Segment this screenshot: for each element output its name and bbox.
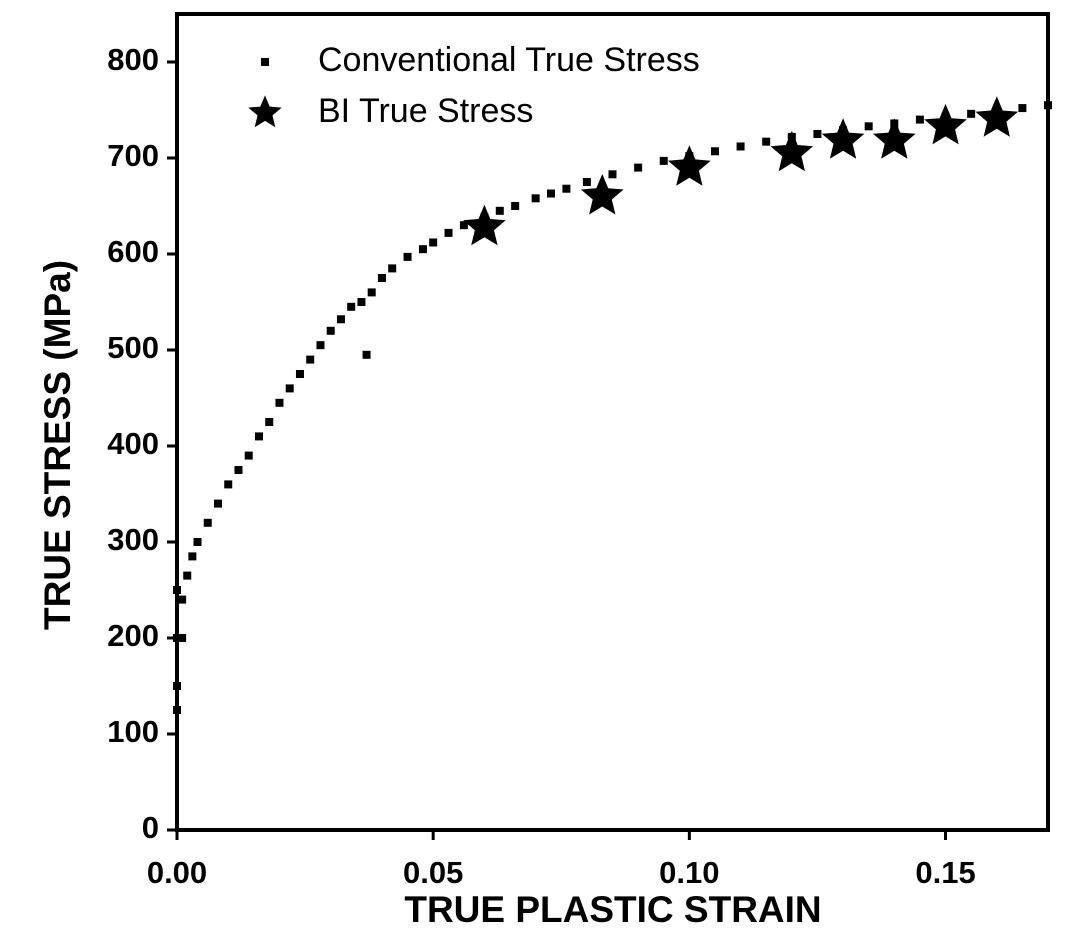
square-marker (213, 499, 222, 508)
square-marker (736, 142, 745, 151)
square-marker (813, 130, 822, 138)
square-marker (459, 221, 468, 230)
square-marker (531, 194, 540, 203)
square-marker (582, 178, 591, 186)
square-marker (347, 302, 356, 311)
square-marker (265, 418, 274, 426)
square-marker (562, 184, 571, 193)
legend-label: BI True Stress (318, 92, 533, 130)
square-marker (659, 156, 668, 165)
square-marker (285, 384, 294, 393)
x-tick-label: 0.00 (147, 855, 207, 890)
y-tick-label: 400 (107, 426, 159, 461)
square-marker (762, 137, 771, 146)
star-marker (248, 95, 282, 128)
square-marker (429, 238, 438, 247)
square-marker (418, 245, 427, 254)
star-marker (873, 118, 916, 159)
square-marker (173, 706, 181, 714)
square-marker (547, 189, 556, 198)
square-marker (234, 466, 243, 474)
star-marker (975, 96, 1019, 137)
square-marker (377, 274, 386, 282)
square-marker (444, 228, 453, 237)
star-marker (770, 130, 814, 172)
x-tick-label: 0.05 (403, 855, 463, 890)
square-marker (275, 398, 284, 407)
square-marker (357, 298, 366, 306)
square-marker (193, 538, 202, 546)
square-marker (367, 288, 376, 297)
square-marker (403, 252, 412, 261)
square-marker (188, 552, 197, 561)
square-marker (634, 163, 643, 172)
y-tick-label: 100 (107, 714, 159, 749)
square-marker (336, 315, 345, 324)
square-marker (864, 122, 873, 131)
y-tick-label: 0 (142, 810, 159, 845)
y-axis-label: TRUE STRESS (MPa) (37, 260, 78, 630)
square-marker (244, 451, 253, 460)
square-marker (173, 586, 181, 594)
square-marker (173, 682, 181, 690)
star-marker (580, 174, 624, 215)
square-marker (203, 518, 212, 527)
square-marker (306, 355, 315, 364)
y-tick-label: 800 (107, 42, 159, 77)
y-tick-label: 600 (107, 234, 159, 269)
plot-frame (175, 12, 1050, 832)
square-marker (511, 202, 520, 210)
x-tick-label: 0.15 (915, 855, 975, 890)
y-tick-label: 300 (107, 522, 159, 557)
square-marker (183, 571, 192, 580)
star-marker (668, 145, 711, 186)
square-marker (608, 170, 617, 179)
square-marker (1018, 104, 1027, 113)
y-tick-label: 700 (107, 138, 159, 173)
square-marker (915, 115, 924, 124)
square-marker (224, 480, 233, 489)
square-marker (388, 264, 397, 273)
square-marker (316, 341, 325, 350)
star-marker (821, 118, 865, 159)
square-marker (326, 326, 335, 335)
square-marker (967, 109, 976, 118)
square-marker (261, 58, 269, 66)
y-tick-label: 200 (107, 618, 159, 653)
square-marker (178, 595, 187, 604)
square-marker (295, 370, 304, 378)
square-marker (1044, 101, 1052, 110)
square-marker (173, 634, 181, 642)
square-marker (495, 206, 504, 215)
square-marker (254, 432, 263, 441)
x-tick-label: 0.10 (659, 855, 719, 890)
star-marker (924, 103, 967, 145)
star-marker (463, 204, 506, 246)
square-marker (710, 147, 719, 156)
legend-label: Conventional True Stress (318, 41, 700, 79)
square-marker (362, 350, 371, 359)
y-tick-label: 500 (107, 330, 159, 365)
square-marker (178, 634, 187, 642)
x-axis-label: TRUE PLASTIC STRAIN (404, 889, 821, 930)
